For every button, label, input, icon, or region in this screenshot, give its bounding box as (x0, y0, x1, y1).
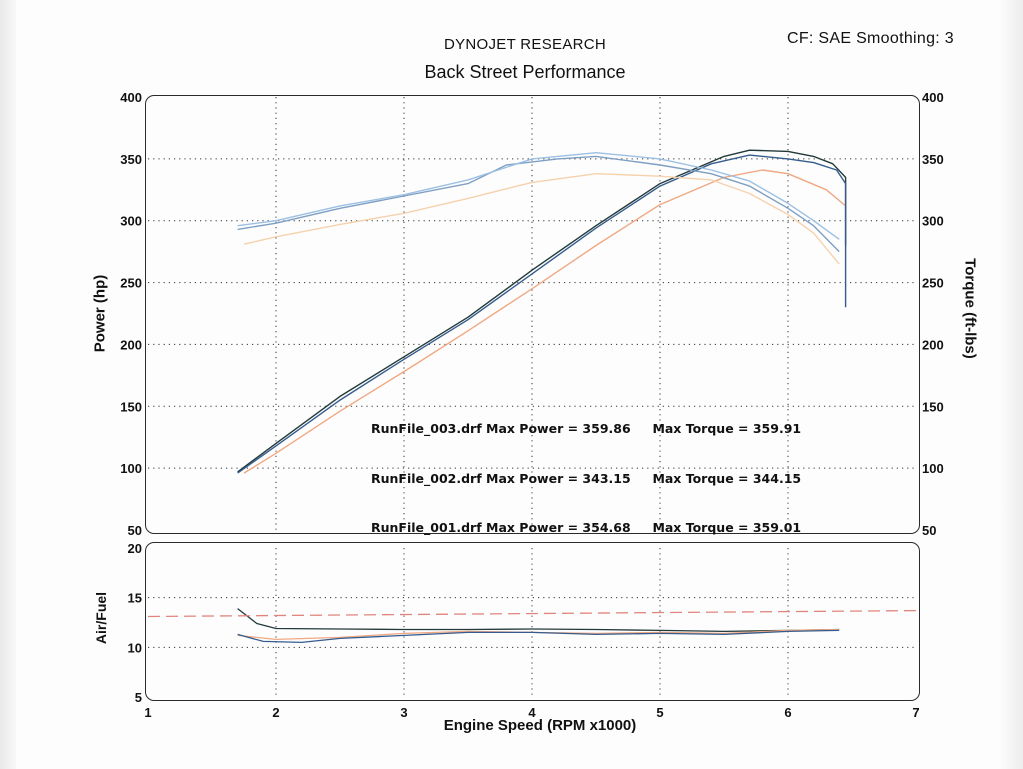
rpm-tick-label: 2 (272, 705, 279, 720)
power-tick-label: 200 (120, 337, 142, 352)
afr-tick-label: 20 (128, 541, 142, 556)
power-tick-label: 350 (120, 152, 142, 167)
legend-max-torque: Max Torque = 359.01 (652, 520, 802, 535)
power-tick-label: 100 (120, 461, 142, 476)
power-tick-label: 50 (128, 523, 142, 538)
sheet-left-edge (0, 0, 16, 769)
torque-tick-label: 350 (922, 152, 944, 167)
legend-max-power: Max Power = 359.86 (486, 421, 631, 436)
legend-run-name: RunFile_003.drf (371, 421, 482, 436)
afr-target-line (147, 609, 917, 618)
torque-axis-label: Torque (ft-lbs) (961, 258, 979, 359)
torque-tick-label: 300 (922, 214, 944, 229)
power-tick-label: 400 (120, 90, 142, 105)
power-curve-run-001 (237, 154, 847, 474)
rpm-tick-label: 4 (528, 705, 536, 720)
power-tick-label: 300 (120, 214, 142, 229)
legend-run-name: RunFile_002.drf (371, 470, 482, 486)
power-axis-label: Power (hp) (91, 274, 109, 353)
rpm-tick-label: 1 (144, 705, 151, 720)
torque-tick-label: 150 (922, 399, 944, 414)
power-curve-run-003 (237, 149, 847, 473)
brand-title: DYNOJET RESEARCH (443, 36, 607, 53)
afr-tick-label: 15 (128, 591, 142, 606)
legend-row-run-003: RunFile_003.drf Max Power = 359.86 Max T… (371, 421, 801, 438)
power-curve-run-002 (243, 169, 847, 474)
power-torque-plot-frame (145, 95, 920, 534)
torque-tick-label: 200 (922, 337, 944, 352)
torque-tick-label: 400 (922, 90, 944, 105)
sheet-right-edge (1001, 0, 1023, 769)
afr-curve-run-003 (237, 608, 840, 633)
power-tick-label: 250 (120, 276, 142, 291)
torque-curve-run-002 (243, 172, 840, 265)
afr-tick-label: 10 (128, 640, 142, 655)
rpm-tick-label: 3 (400, 705, 407, 720)
legend-max-torque: Max Torque = 359.91 (652, 421, 802, 436)
torque-tick-label: 50 (922, 523, 936, 538)
afr-axis-label: Air/Fuel (93, 591, 109, 645)
settings-readout: CF: SAE Smoothing: 3 (787, 30, 954, 47)
afr-plot-frame (145, 542, 920, 701)
afr-tick-label: 5 (135, 690, 142, 705)
legend-max-power: Max Power = 343.15 (486, 470, 631, 486)
max-values-legend: RunFile_003.drf Max Power = 359.86 Max T… (371, 388, 801, 553)
afr-curve-run-001 (237, 629, 840, 644)
legend-row-run-002: RunFile_002.drf Max Power = 343.15 Max T… (371, 471, 801, 488)
torque-tick-label: 250 (922, 276, 944, 291)
rpm-tick-label: 5 (656, 705, 663, 720)
rpm-tick-label: 6 (784, 705, 791, 720)
torque-tick-label: 100 (922, 461, 944, 476)
legend-row-run-001: RunFile_001.drf Max Power = 354.68 Max T… (371, 520, 801, 537)
torque-curve-run-001 (237, 151, 840, 240)
rpm-tick-label: 7 (912, 705, 919, 720)
legend-run-name: RunFile_001.drf (371, 520, 482, 535)
legend-max-torque: Max Torque = 344.15 (652, 470, 802, 486)
engine-speed-axis-label: Engine Speed (RPM x1000) (443, 717, 637, 734)
torque-curve-run-003 (237, 155, 840, 253)
power-tick-label: 150 (120, 399, 142, 414)
chart-title: Back Street Performance (424, 62, 626, 82)
legend-max-power: Max Power = 354.68 (486, 520, 631, 535)
